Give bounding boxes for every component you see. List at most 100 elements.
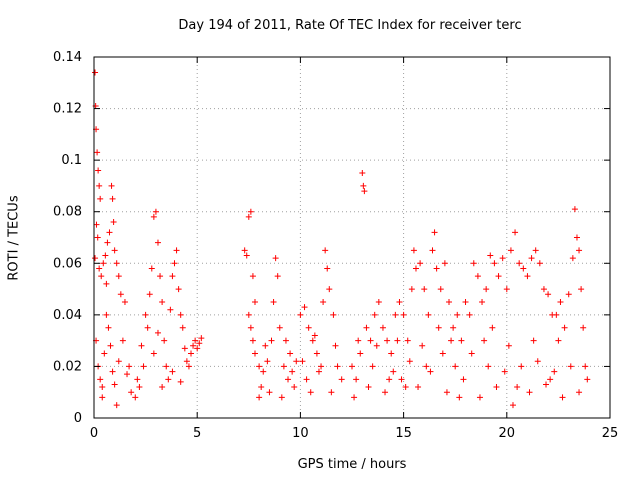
data-point (394, 337, 401, 344)
data-point (512, 229, 519, 236)
data-point (423, 363, 430, 370)
data-point (524, 273, 531, 280)
data-point (349, 363, 355, 370)
data-point (96, 182, 103, 189)
data-point (450, 324, 457, 331)
data-point (446, 298, 453, 305)
data-point (357, 350, 364, 357)
data-point (326, 286, 333, 293)
data-point (148, 265, 155, 272)
data-point (289, 368, 296, 375)
y-tick-label: 0.04 (53, 308, 82, 323)
data-point (466, 311, 473, 318)
data-point (495, 273, 502, 280)
data-point (507, 247, 514, 254)
data-point (247, 324, 254, 331)
data-point (485, 363, 492, 370)
data-point (406, 358, 413, 365)
y-axis-label: ROTI / TECUs (6, 195, 22, 281)
data-point (452, 363, 459, 370)
data-point (443, 389, 450, 396)
data-point (264, 358, 271, 365)
data-point (561, 324, 568, 331)
data-point (334, 363, 341, 370)
data-point (282, 337, 289, 344)
data-point (396, 298, 403, 305)
data-point (491, 260, 498, 267)
data-point (175, 286, 182, 293)
data-point (124, 371, 131, 378)
data-point (301, 304, 308, 311)
data-point (169, 368, 176, 375)
y-tick-label: 0 (74, 411, 82, 426)
data-point (516, 260, 523, 267)
data-point (177, 378, 184, 385)
data-point (285, 376, 292, 383)
data-point (159, 384, 166, 391)
data-point (530, 337, 537, 344)
data-point (479, 298, 486, 305)
data-point (150, 350, 157, 357)
data-point (136, 384, 143, 391)
data-point (126, 363, 133, 370)
grid-lines (94, 57, 610, 418)
data-point (194, 345, 201, 352)
data-point (106, 229, 113, 236)
data-point (260, 368, 267, 375)
data-point (303, 376, 310, 383)
data-point (159, 298, 166, 305)
data-point (509, 402, 516, 409)
data-point (157, 273, 164, 280)
data-point (503, 286, 510, 293)
data-point (272, 255, 279, 262)
data-point (441, 260, 448, 267)
data-point (505, 342, 512, 349)
axis-ticks (93, 56, 611, 419)
data-point (351, 394, 358, 401)
data-point (576, 247, 583, 254)
data-point (332, 342, 339, 349)
data-point (103, 311, 110, 318)
data-point (94, 234, 101, 241)
data-point (458, 337, 465, 344)
data-point (578, 286, 585, 293)
data-point (315, 368, 322, 375)
data-point (433, 265, 440, 272)
data-point (388, 350, 395, 357)
y-tick-label: 0.12 (53, 102, 82, 117)
data-point (493, 384, 500, 391)
data-point (262, 342, 269, 349)
data-point (460, 376, 467, 383)
data-point (330, 311, 337, 318)
data-point (108, 182, 115, 189)
data-point (109, 368, 116, 375)
x-tick-label: 25 (602, 426, 619, 441)
data-point (557, 298, 564, 305)
data-point (97, 195, 104, 202)
x-axis-label: GPS time / hours (297, 457, 407, 472)
data-point (154, 329, 161, 336)
data-point (299, 358, 306, 365)
data-point (427, 368, 434, 375)
data-point (532, 247, 539, 254)
data-point (115, 358, 122, 365)
data-point (140, 363, 147, 370)
data-point (534, 358, 541, 365)
data-point (192, 337, 199, 344)
chart-title: Day 194 of 2011, Rate Of TEC Index for r… (178, 18, 522, 33)
data-point (146, 291, 153, 298)
data-point (456, 394, 463, 401)
data-point (353, 376, 360, 383)
data-point (573, 234, 580, 241)
data-point (431, 229, 438, 236)
data-point (190, 342, 197, 349)
data-point (408, 286, 415, 293)
y-tick-labels: 0 0.02 0.04 0.06 0.08 0.1 0.12 0.14 (53, 50, 82, 426)
data-point (152, 208, 159, 215)
data-point (256, 394, 263, 401)
data-point (243, 252, 250, 259)
data-point (551, 368, 558, 375)
data-point (499, 255, 506, 262)
data-point (371, 311, 378, 318)
